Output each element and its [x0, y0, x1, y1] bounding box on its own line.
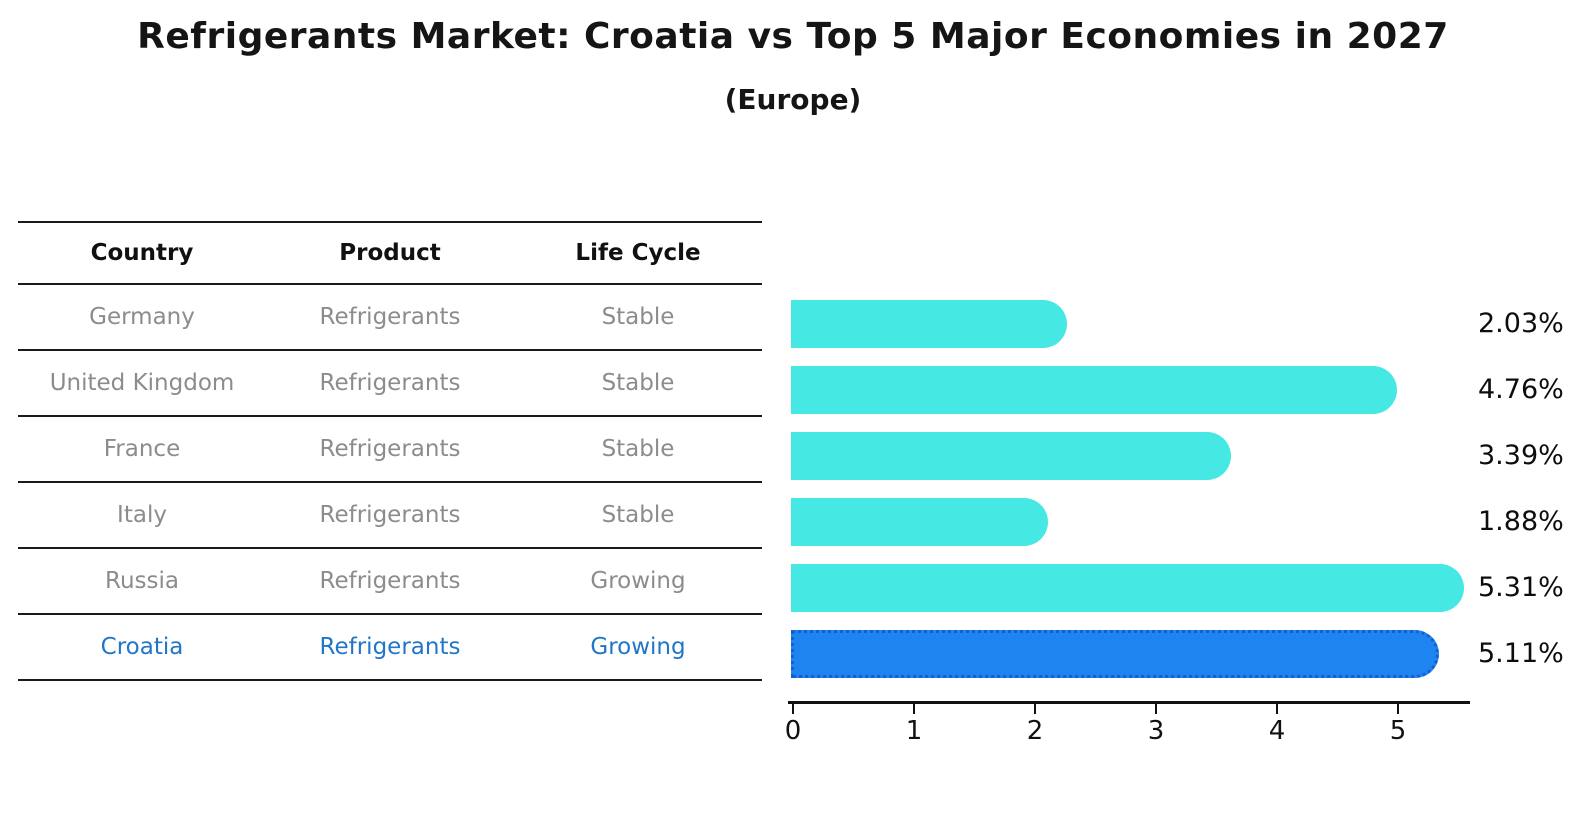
life-cycle-cell: Stable: [601, 436, 675, 462]
product-cell: Refrigerants: [319, 436, 461, 462]
x-axis-tick: [1276, 704, 1278, 714]
table-row-united-kingdom: United Kingdom Refrigerants Stable: [18, 351, 762, 417]
table-row-germany: Germany Refrigerants Stable: [18, 285, 762, 351]
product-cell: Refrigerants: [319, 568, 461, 594]
column-header-life-cycle: Life Cycle: [575, 240, 701, 266]
life-cycle-cell: Growing: [590, 568, 686, 594]
country-cell: France: [103, 436, 181, 462]
x-axis-tick-label: 3: [1147, 716, 1165, 746]
product-cell: Refrigerants: [319, 634, 461, 660]
table-row-russia: Russia Refrigerants Growing: [18, 549, 762, 615]
page-subtitle: (Europe): [724, 83, 862, 116]
bar-united-kingdom: [791, 366, 1397, 414]
value-label: 5.11%: [1478, 638, 1564, 669]
header: Refrigerants Market: Croatia vs Top 5 Ma…: [0, 0, 1586, 116]
x-axis-tick-label: 2: [1026, 716, 1044, 746]
x-axis-spine: [788, 701, 1470, 704]
table-row-france: France Refrigerants Stable: [18, 417, 762, 483]
page-title: Refrigerants Market: Croatia vs Top 5 Ma…: [137, 16, 1449, 57]
country-cell: Croatia: [100, 634, 184, 660]
country-cell: United Kingdom: [49, 370, 235, 396]
country-cell: Russia: [105, 568, 179, 594]
x-axis-tick-label: 0: [784, 716, 802, 746]
value-label: 4.76%: [1478, 374, 1564, 405]
product-cell: Refrigerants: [319, 304, 461, 330]
bar-germany: [791, 300, 1067, 348]
country-table: Country Product Life Cycle Germany Refri…: [18, 221, 762, 681]
product-cell: Refrigerants: [319, 502, 461, 528]
value-label: 2.03%: [1478, 308, 1564, 339]
x-axis-tick: [913, 704, 915, 714]
life-cycle-cell: Stable: [601, 304, 675, 330]
bar-croatia-highlighted: [791, 630, 1439, 678]
x-axis-tick-label: 5: [1389, 716, 1407, 746]
table-header-row: Country Product Life Cycle: [18, 221, 762, 285]
bar-italy: [791, 498, 1048, 546]
country-cell: Germany: [89, 304, 195, 330]
value-label: 3.39%: [1478, 440, 1564, 471]
x-axis-tick: [1034, 704, 1036, 714]
value-label: 1.88%: [1478, 506, 1564, 537]
x-axis-tick-label: 4: [1268, 716, 1286, 746]
x-axis-tick-label: 1: [905, 716, 923, 746]
x-axis-tick: [1397, 704, 1399, 714]
life-cycle-cell: Growing: [590, 634, 686, 660]
country-cell: Italy: [117, 502, 167, 528]
column-header-country: Country: [90, 240, 194, 266]
column-header-product: Product: [339, 240, 441, 266]
product-cell: Refrigerants: [319, 370, 461, 396]
value-label: 5.31%: [1478, 572, 1564, 603]
table-row-italy: Italy Refrigerants Stable: [18, 483, 762, 549]
bar-russia: [791, 564, 1464, 612]
life-cycle-cell: Stable: [601, 502, 675, 528]
life-cycle-cell: Stable: [601, 370, 675, 396]
table-row-croatia: Croatia Refrigerants Growing: [18, 615, 762, 681]
bar-france: [791, 432, 1231, 480]
x-axis-tick: [1155, 704, 1157, 714]
x-axis-tick: [792, 704, 794, 714]
